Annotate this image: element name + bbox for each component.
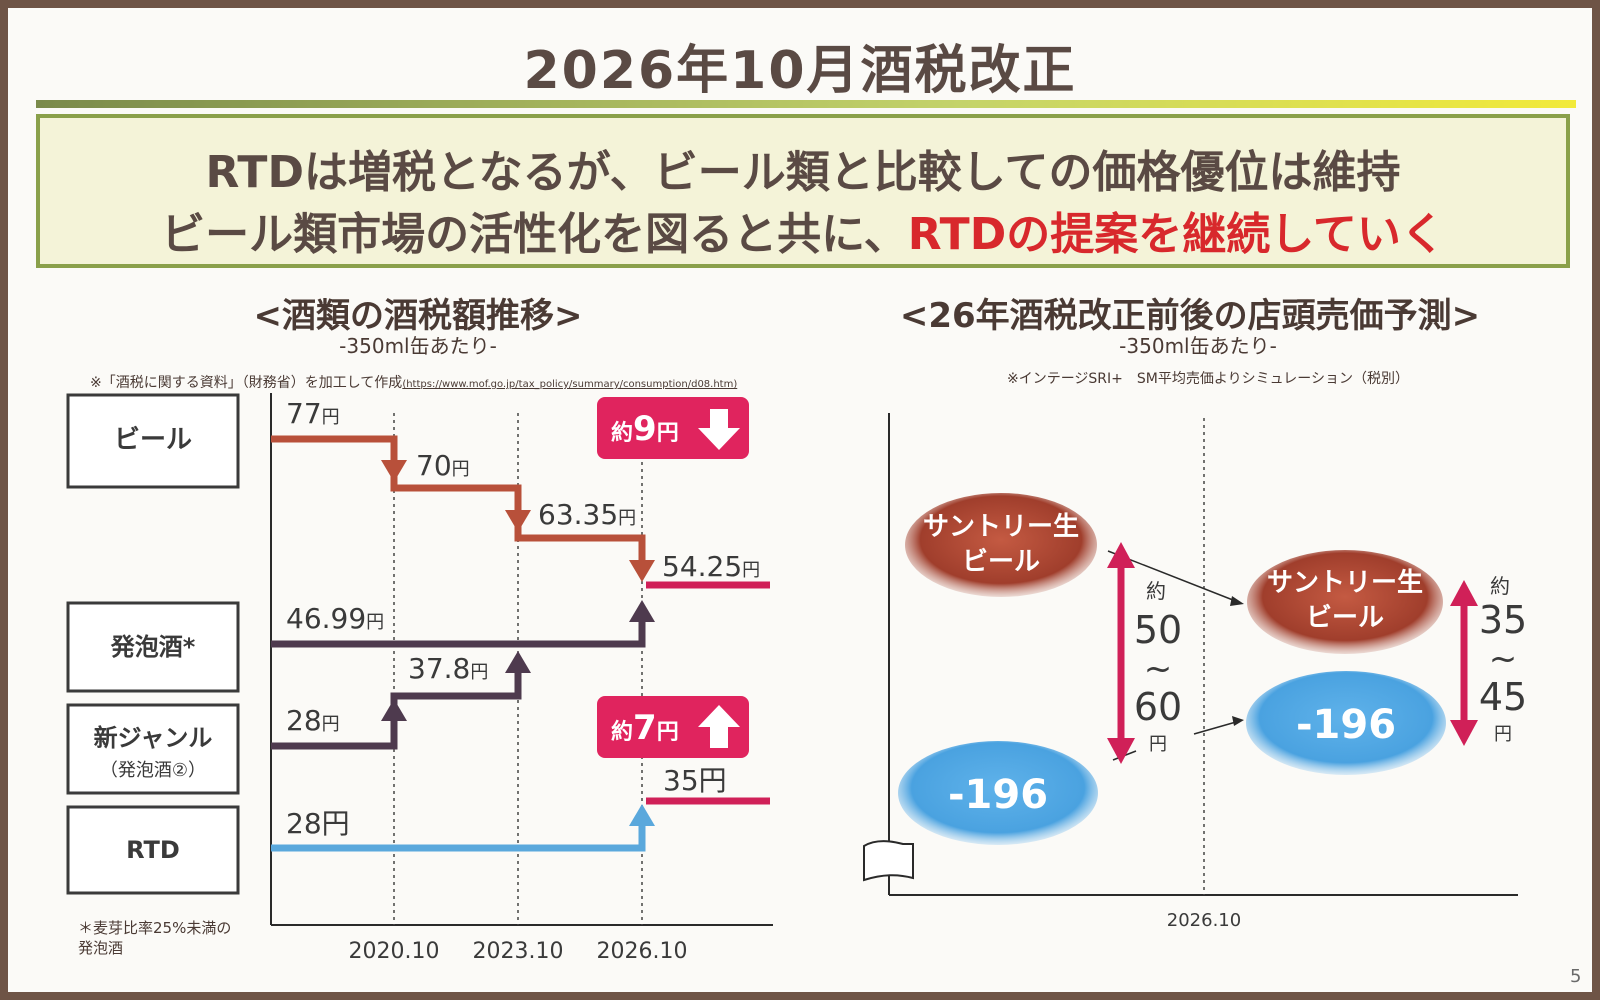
rtd-before-label: -196 (948, 772, 1048, 818)
footnote-line-1: ＊麦芽比率25%未満の (78, 919, 231, 937)
gap-after-prefix: 約 (1490, 574, 1510, 598)
rtd-tax-series: 28円 35円 (271, 764, 770, 852)
rtd-value-1: 28円 (286, 807, 350, 840)
category-box-newgenre: 新ジャンル （発泡酒②） (66, 703, 240, 795)
happoshu-tax-series: 46.99円 (271, 600, 655, 648)
category-box-beer: ビール (66, 393, 240, 489)
category-sublabel-newgenre: （発泡酒②） (100, 760, 206, 781)
rtd-up-arrow (629, 804, 655, 826)
rtd-price-after: -196 (1246, 671, 1446, 775)
beer-after-line-2: ビール (1306, 603, 1384, 633)
banner-line-1: RTDは増税となるが、ビール類と比較しての価格優位は維持 (205, 147, 1401, 198)
beer-down-arrow-1 (381, 460, 407, 482)
right-section-subtitle: -350ml缶あたり- (1119, 334, 1277, 358)
slide: 2026年10月酒税改正 RTDは増税となるが、ビール類と比較しての価格優位は維… (8, 8, 1592, 992)
key-message-banner: RTDは増税となるが、ビール類と比較しての価格優位は維持 ビール類市場の活性化を… (36, 114, 1570, 268)
beer-tax-series: 77円 70円 63.35円 54.25円 (271, 397, 770, 589)
down-arrow-icon (698, 409, 740, 450)
page-number: 5 (1570, 966, 1582, 987)
beer-value-1: 77円 (286, 397, 340, 430)
source-note-text: ※「酒税に関する資料」（財務省）を加工して作成 (90, 375, 403, 391)
category-box-happoshu: 発泡酒* (66, 601, 240, 693)
right-date-label: 2026.10 (1167, 910, 1241, 931)
newgenre-value-2: 37.8円 (408, 652, 488, 685)
beer-before-line-2: ビール (962, 547, 1040, 577)
title-divider (36, 100, 1576, 108)
date-label-2023: 2023.10 (473, 939, 564, 964)
left-source-note: ※「酒税に関する資料」（財務省）を加工して作成(https://www.mof.… (90, 372, 830, 392)
up-arrow-icon (698, 705, 740, 748)
gap-before-tilde: ~ (1144, 649, 1173, 689)
price-gap-before: 約 50 ~ 60 円 (1107, 542, 1182, 764)
newgenre-tax-series: 28円 37.8円 (271, 651, 531, 750)
banner-line-2-prefix: ビール類市場の活性化を図ると共に、 (161, 209, 908, 260)
gap-before-prefix: 約 (1146, 579, 1166, 603)
category-label-rtd: RTD (126, 836, 180, 864)
gap-before-bottom: 60 (1134, 685, 1182, 729)
beer-price-after: サントリー生 ビール (1247, 550, 1443, 654)
source-note-url: (https://www.mof.go.jp/tax_policy/summar… (402, 379, 738, 390)
date-label-2020: 2020.10 (349, 939, 440, 964)
newgenre-up-arrow-2 (505, 651, 531, 673)
axis-break-flag-icon (863, 840, 914, 882)
category-box-rtd: RTD (66, 805, 240, 895)
happoshu-value: 46.99円 (286, 602, 384, 635)
rtd-price-before: -196 (898, 741, 1098, 845)
gap-after-unit: 円 (1494, 724, 1512, 745)
rtd-after-label: -196 (1296, 702, 1396, 748)
svg-text:約7円: 約7円 (611, 708, 679, 748)
beer-value-3: 63.35円 (538, 498, 636, 531)
happoshu-up-arrow (629, 600, 655, 622)
left-section-subtitle: -350ml缶あたり- (339, 334, 497, 358)
beer-after-line-1: サントリー生 (1267, 568, 1423, 598)
beer-down-arrow-2 (505, 510, 531, 532)
beer-value-2: 70円 (416, 449, 470, 482)
gap-before-unit: 円 (1149, 734, 1167, 755)
gap-before-top: 50 (1134, 608, 1182, 652)
badge-rtd-increase: 約7円 (597, 696, 749, 758)
newgenre-value-1: 28円 (286, 704, 340, 737)
category-label-beer: ビール (114, 425, 192, 455)
price-gap-after: 約 35 ~ 45 円 (1450, 574, 1527, 746)
footnote-line-2: 発泡酒 (78, 939, 123, 957)
beer-before-line-1: サントリー生 (923, 512, 1079, 542)
beer-price-before: サントリー生 ビール (905, 493, 1097, 597)
slide-title: 2026年10月酒税改正 (523, 41, 1077, 101)
banner-line-2-highlight: RTDの提案を継続していく (907, 209, 1445, 260)
right-source-note: ※インテージSRI+ SM平均売価よりシミュレーション（税別） (1006, 371, 1410, 387)
banner-line-2: ビール類市場の活性化を図ると共に、RTDの提案を継続していく (40, 198, 1566, 262)
beer-down-arrow-3 (629, 560, 655, 582)
right-section-title: <26年酒税改正前後の店頭売価予測> (899, 296, 1481, 336)
date-label-2026: 2026.10 (597, 939, 688, 964)
left-section-title: <酒類の酒税額推移> (253, 296, 583, 336)
category-label-happoshu: 発泡酒* (110, 633, 196, 661)
gap-after-bottom: 45 (1479, 675, 1527, 719)
svg-text:約9円: 約9円 (611, 409, 679, 449)
rtd-value-2: 35円 (663, 764, 727, 797)
beer-value-4: 54.25円 (662, 550, 760, 583)
badge-beer-decrease: 約9円 (597, 397, 749, 459)
slide-graphics: ビール 発泡酒* 新ジャンル （発泡酒②） RTD ＊麦芽比率25%未満の 発泡… (66, 393, 1527, 964)
gap-after-tilde: ~ (1489, 639, 1518, 679)
gap-after-top: 35 (1479, 598, 1527, 642)
newgenre-up-arrow-1 (381, 699, 407, 721)
category-label-newgenre: 新ジャンル (94, 724, 213, 752)
